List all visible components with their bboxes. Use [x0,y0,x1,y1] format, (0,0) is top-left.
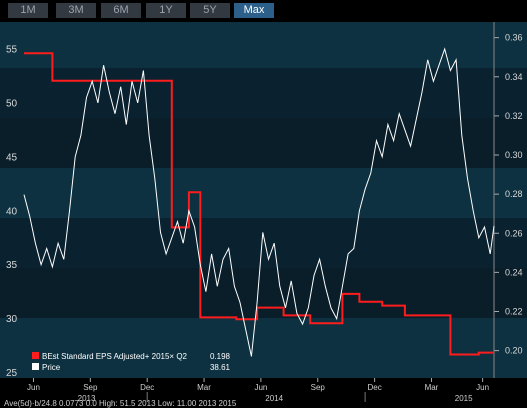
right-tick-label: 0.22 [505,306,523,316]
x-tick-label: Sep [83,383,98,392]
tab-max[interactable]: Max [234,3,274,18]
legend-value: 38.61 [210,363,231,372]
right-tick-label: 0.24 [505,267,523,277]
tab-1y[interactable]: 1Y [146,3,186,18]
tab-3m[interactable]: 3M [56,3,96,18]
x-tick-label: Mar [425,383,439,392]
price-series-line [23,47,495,357]
timeframe-toolbar: 1M 3M 6M 1Y 5Y Max [0,0,527,20]
background-band [0,68,527,118]
right-tick-label: 0.20 [505,346,523,356]
right-tick-label: 0.26 [505,228,523,238]
background-band [0,268,527,318]
legend-swatch [32,363,39,370]
footer-stats: Ave(5d)·b/24.8 0.0773 0.0 High: 51.5 201… [4,399,237,408]
top-strip [0,20,527,22]
background-band [0,22,527,68]
legend-value: 0.198 [210,352,231,361]
background-band [0,318,527,378]
legend-label: Price [42,363,61,372]
left-tick-label: 40 [6,206,18,217]
x-year-label: 2014 [265,394,283,403]
left-tick-label: 25 [6,368,18,379]
left-tick-label: 35 [6,260,18,271]
right-tick-label: 0.32 [505,111,523,121]
x-tick-label: Jun [27,383,40,392]
tab-6m[interactable]: 6M [101,3,141,18]
tab-5y[interactable]: 5Y [190,3,230,18]
x-axis-ticks: Jun Sep Dec Mar Jun Sep Dec Mar Jun 2013 2014 2015 [27,378,489,403]
right-axis-ticks: 0.36 0.34 0.32 0.30 0.28 0.26 0.24 0.22 0.20 [493,22,523,378]
x-tick-label: Dec [367,383,381,392]
x-tick-label: Jun [254,383,267,392]
x-year-label: 2015 [455,394,473,403]
right-tick-label: 0.28 [505,189,523,199]
left-axis-ticks: 55 50 45 40 35 30 25 [6,44,18,379]
background-band [0,168,527,218]
tab-1m[interactable]: 1M [8,3,48,18]
right-tick-label: 0.34 [505,72,523,82]
left-tick-label: 55 [6,44,18,55]
background-band [0,218,527,268]
background-bands [0,20,527,378]
x-tick-label: Mar [197,383,211,392]
left-tick-label: 45 [6,152,18,163]
left-tick-label: 30 [6,314,18,325]
background-band [0,118,527,168]
series-lines [23,47,495,357]
x-year-label: 2013 [78,394,96,403]
x-tick-label: Sep [311,383,326,392]
legend-swatch [32,352,39,359]
right-tick-label: 0.30 [505,150,523,160]
left-tick-label: 50 [6,98,18,109]
x-tick-label: Jun [476,383,489,392]
right-tick-label: 0.36 [505,33,523,43]
legend-label: BEst Standard EPS Adjusted+ 2015× Q2 [42,352,188,361]
legend: BEst Standard EPS Adjusted+ 2015× Q2 0.19… [32,352,231,372]
x-tick-label: Dec [140,383,154,392]
